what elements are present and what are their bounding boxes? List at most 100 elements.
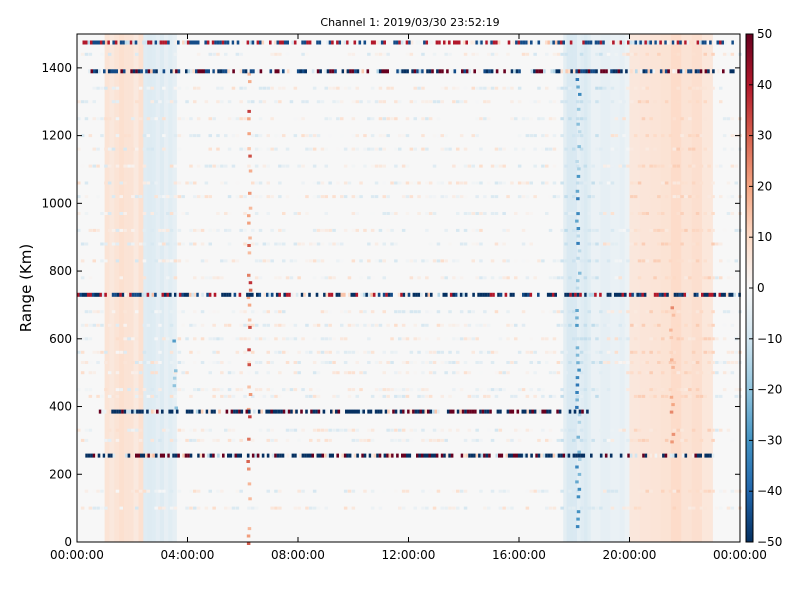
strong-row-cell-3 xyxy=(230,409,234,414)
weak-cell-19 xyxy=(96,164,100,168)
weak-cell-13 xyxy=(521,259,526,263)
weak-cell-20 xyxy=(572,147,576,151)
weak-cell-22 xyxy=(560,117,564,121)
y-tick-label: 200 xyxy=(49,467,72,481)
strong-row-cell-4 xyxy=(217,453,220,458)
weak-cell-5 xyxy=(235,388,240,392)
weak-cell-25 xyxy=(270,52,274,56)
weak-cell-7 xyxy=(556,361,561,364)
strong-row-cell-2 xyxy=(663,292,667,297)
strong-row-cell-0 xyxy=(281,40,284,45)
strong-row-cell-4 xyxy=(172,453,175,458)
weak-cell-6 xyxy=(695,371,700,375)
strong-row-cell-2 xyxy=(141,292,145,297)
vertical-feature-0 xyxy=(247,437,251,441)
strong-row-cell-2 xyxy=(427,292,431,297)
weak-cell-20 xyxy=(533,147,537,151)
strong-row-cell-0 xyxy=(689,40,692,45)
weak-cell-2 xyxy=(173,438,178,442)
weak-cell-2 xyxy=(107,438,112,442)
weak-cell-5 xyxy=(490,388,495,392)
strong-row-cell-0 xyxy=(656,40,660,45)
weak-cell-8 xyxy=(529,350,533,354)
weak-cell-11 xyxy=(382,310,386,314)
strong-row-cell-0 xyxy=(186,40,190,45)
strong-row-cell-0 xyxy=(400,40,404,45)
weak-cell-25 xyxy=(285,52,290,56)
weak-cell-22 xyxy=(96,117,100,121)
strong-row-cell-4 xyxy=(547,453,551,458)
weak-cell-12 xyxy=(688,276,692,280)
weak-cell-10 xyxy=(107,323,112,327)
strong-row-cell-4 xyxy=(85,453,88,458)
strong-row-cell-4 xyxy=(465,453,469,458)
weak-cell-3 xyxy=(525,428,530,432)
weak-cell-20 xyxy=(177,147,182,151)
strong-row-cell-0 xyxy=(569,40,573,45)
weak-cell-10 xyxy=(293,323,298,327)
strong-row-cell-3 xyxy=(394,409,398,414)
weak-cell-13 xyxy=(572,259,576,263)
weak-cell-0 xyxy=(626,506,630,510)
weak-cell-9 xyxy=(579,337,584,341)
strong-row-cell-4 xyxy=(572,453,576,458)
strong-row-cell-1 xyxy=(679,69,683,74)
weak-cell-2 xyxy=(630,438,634,442)
strong-row-cell-3 xyxy=(170,409,174,414)
strong-row-cell-1 xyxy=(187,69,191,74)
weak-cell-18 xyxy=(517,181,522,185)
weak-cell-8 xyxy=(560,350,564,354)
vertical-feature-1 xyxy=(576,279,580,283)
weak-cell-14 xyxy=(243,242,247,246)
background-band-1 xyxy=(147,34,152,542)
weak-cell-9 xyxy=(208,337,212,341)
weak-cell-17 xyxy=(587,195,591,199)
weak-cell-15 xyxy=(212,228,216,232)
weak-cell-2 xyxy=(560,438,564,442)
vertical-feature-1 xyxy=(577,420,582,424)
strong-row-cell-3 xyxy=(253,409,256,414)
weak-cell-14 xyxy=(479,242,483,246)
strong-row-cell-3 xyxy=(235,409,239,414)
strong-row-cell-3 xyxy=(245,409,249,414)
weak-cell-10 xyxy=(289,323,294,327)
weak-cell-5 xyxy=(394,388,398,392)
strong-row-cell-3 xyxy=(272,409,276,414)
weak-cell-23 xyxy=(135,100,139,104)
weak-cell-25 xyxy=(568,52,572,56)
weak-cell-2 xyxy=(645,438,649,442)
weak-cell-8 xyxy=(432,350,437,354)
strong-row-cell-4 xyxy=(517,453,521,458)
strong-row-cell-4 xyxy=(500,453,504,458)
strong-row-cell-1 xyxy=(259,69,263,74)
weak-cell-17 xyxy=(77,195,81,199)
weak-cell-8 xyxy=(343,350,348,354)
weak-cell-25 xyxy=(88,52,93,56)
weak-cell-13 xyxy=(169,259,174,263)
weak-cell-18 xyxy=(382,181,386,185)
strong-row-cell-0 xyxy=(306,40,309,45)
strong-row-cell-0 xyxy=(234,40,237,45)
weak-cell-17 xyxy=(208,195,212,199)
weak-cell-15 xyxy=(216,228,220,232)
weak-cell-12 xyxy=(614,276,619,280)
background-band-0 xyxy=(138,34,144,542)
weak-cell-6 xyxy=(316,371,321,375)
strong-row-cell-2 xyxy=(678,292,682,297)
strong-row-cell-2 xyxy=(186,292,189,297)
weak-cell-1 xyxy=(142,489,147,493)
weak-cell-22 xyxy=(552,117,557,121)
background-band-3 xyxy=(590,34,597,542)
weak-cell-5 xyxy=(104,388,108,392)
weak-cell-3 xyxy=(189,428,193,432)
weak-cell-9 xyxy=(282,337,286,341)
vertical-feature-0 xyxy=(248,393,253,396)
colorbar-tick-label: 30 xyxy=(757,129,772,143)
weak-cell-15 xyxy=(227,228,232,232)
weak-cell-8 xyxy=(440,350,444,354)
weak-cell-11 xyxy=(672,310,677,314)
strong-row-cell-1 xyxy=(553,69,556,74)
weak-cell-21 xyxy=(444,134,448,138)
vertical-feature-0 xyxy=(247,214,251,218)
strong-row-cell-0 xyxy=(196,40,200,45)
